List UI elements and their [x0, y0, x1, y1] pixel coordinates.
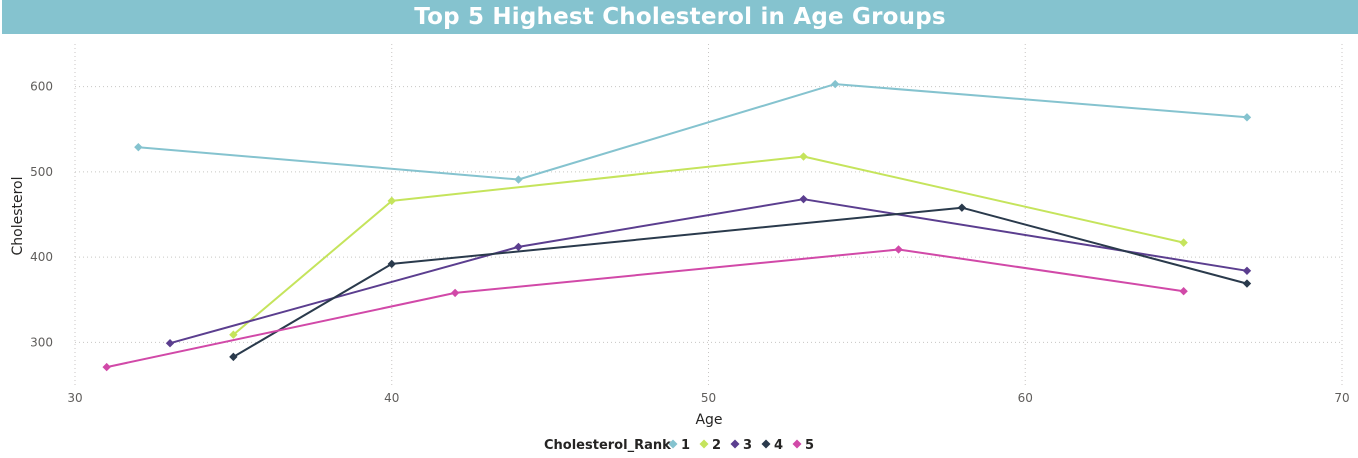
data-point[interactable]	[134, 142, 143, 152]
x-axis-ticks: 30 40 50 60 70	[67, 391, 1349, 405]
data-point[interactable]	[450, 288, 460, 298]
data-point[interactable]	[229, 352, 238, 362]
x-axis-title: Age	[695, 412, 722, 428]
data-point[interactable]	[387, 259, 396, 269]
data-point[interactable]	[894, 245, 903, 254]
series-line[interactable]	[232, 206, 1248, 358]
y-tick-label: 500	[30, 165, 53, 179]
x-tick-label: 40	[384, 391, 399, 405]
series-5[interactable]	[102, 245, 1188, 372]
legend-marker-icon	[699, 439, 709, 449]
legend-title: Cholesterol_Rank	[544, 438, 671, 453]
chart-title: Top 5 Highest Cholesterol in Age Groups	[414, 4, 946, 30]
data-point[interactable]	[1242, 279, 1252, 288]
x-tick-label: 30	[67, 391, 82, 405]
series-3[interactable]	[165, 194, 1252, 348]
legend-label: 2	[712, 438, 721, 453]
legend-marker-icon	[792, 439, 802, 449]
y-axis-title: Cholesterol	[10, 176, 26, 255]
series-line[interactable]	[169, 198, 1248, 345]
data-point[interactable]	[1242, 113, 1252, 122]
series-1[interactable]	[134, 79, 1252, 184]
legend-item-1[interactable]: 1	[668, 438, 691, 453]
y-tick-label: 400	[30, 250, 53, 264]
legend-item-3[interactable]: 3	[730, 438, 753, 453]
data-point[interactable]	[102, 362, 111, 372]
series-4[interactable]	[229, 203, 1252, 362]
data-point[interactable]	[1179, 287, 1188, 296]
data-point[interactable]	[514, 175, 523, 184]
legend-label: 1	[681, 438, 690, 453]
data-point[interactable]	[1179, 238, 1188, 247]
x-tick-label: 60	[1018, 391, 1033, 405]
legend-item-5[interactable]: 5	[792, 438, 815, 453]
legend-label: 3	[743, 438, 752, 453]
data-point[interactable]	[1242, 266, 1252, 275]
legend-label: 4	[774, 438, 783, 453]
series-2[interactable]	[229, 152, 1188, 339]
legend-item-2[interactable]: 2	[699, 438, 722, 453]
x-tick-label: 50	[701, 391, 716, 405]
legend-label: 5	[805, 438, 814, 453]
data-point[interactable]	[957, 203, 967, 212]
legend-marker-icon	[668, 439, 678, 449]
data-point[interactable]	[165, 339, 175, 348]
y-tick-label: 300	[30, 335, 53, 349]
x-tick-label: 70	[1334, 391, 1349, 405]
legend-marker-icon	[730, 439, 740, 449]
data-point[interactable]	[799, 152, 808, 161]
series-line[interactable]	[232, 155, 1184, 336]
data-point[interactable]	[387, 196, 396, 206]
gridlines	[74, 44, 1343, 385]
data-point[interactable]	[799, 194, 808, 204]
legend-marker-icon	[761, 439, 771, 449]
series-line[interactable]	[106, 248, 1184, 369]
y-axis-ticks: 300 400 500 600	[30, 80, 53, 350]
chart-title-bar: Top 5 Highest Cholesterol in Age Groups	[2, 0, 1358, 34]
data-point[interactable]	[514, 242, 523, 252]
legend-item-4[interactable]: 4	[761, 438, 784, 453]
y-tick-label: 600	[30, 80, 53, 94]
series-line[interactable]	[138, 83, 1248, 181]
legend[interactable]: Cholesterol_Rank 1 2 3 4 5	[544, 438, 814, 453]
data-point[interactable]	[229, 330, 238, 339]
series-group	[102, 79, 1252, 372]
data-point[interactable]	[831, 79, 840, 89]
